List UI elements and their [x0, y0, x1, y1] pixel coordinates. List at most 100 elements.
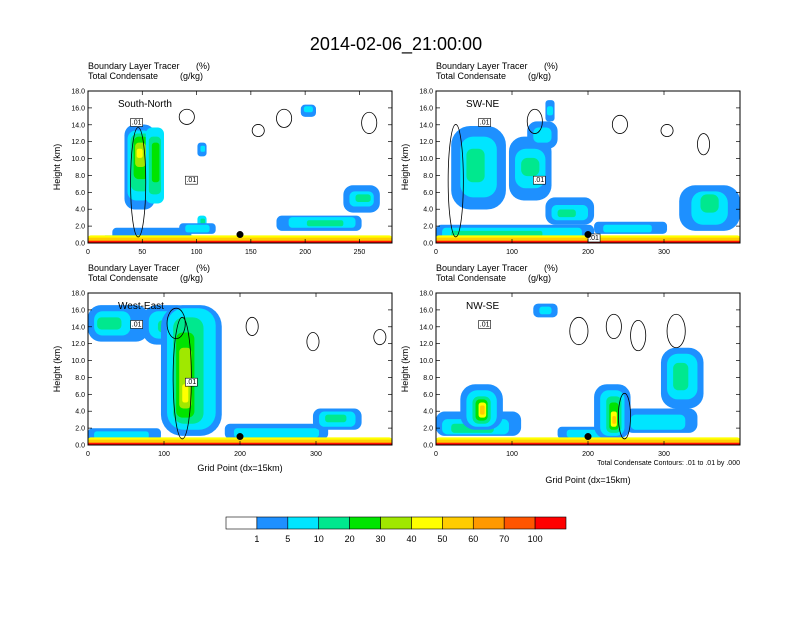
subtitle-tracer: Boundary Layer Tracer: [436, 61, 528, 71]
panel-sw-ne: Boundary Layer Tracer (%) Total Condensate…: [400, 61, 741, 256]
panel-south-north: Boundary Layer Tracer (%) Total Condensate…: [52, 61, 393, 256]
tracer-cell: [466, 148, 485, 183]
panels: Boundary Layer Tracer (%) Total Condensate…: [52, 61, 741, 485]
panel-west-east: Boundary Layer Tracer (%) Total Condensate…: [52, 263, 393, 473]
contour-label: .01: [186, 379, 196, 386]
colorbar-swatch: [318, 516, 350, 530]
cross-section-label: SW-NE: [466, 99, 499, 110]
contour-label: .01: [480, 321, 490, 328]
colorbar-swatch: [287, 516, 320, 530]
y-tick-label: 14.0: [419, 324, 433, 331]
colorbar-label: 20: [345, 534, 355, 544]
y-tick-label: 14.0: [419, 122, 433, 129]
colorbar-swatch: [225, 516, 258, 530]
y-tick-label: 16.0: [419, 307, 433, 314]
tracer-shading: .01 .01 .01: [436, 91, 740, 243]
tracer-cell: [151, 142, 160, 183]
subtitle-tracer-units: (%): [196, 61, 210, 71]
y-tick-label: 2.0: [423, 426, 433, 433]
y-tick-label: 4.0: [423, 409, 433, 416]
subtitle-tracer-units: (%): [544, 263, 558, 273]
y-tick-label: 6.0: [423, 190, 433, 197]
tracer-cell: [673, 362, 689, 391]
subtitle-condensate: Total Condensate: [88, 273, 158, 283]
contour-label-box: [185, 175, 198, 185]
y-tick-label: 6.0: [75, 392, 85, 399]
contour-info: Total Condensate Contours: .01 to .01 by…: [597, 460, 740, 467]
tracer-shading: .01: [436, 293, 740, 445]
tracer-cell: [233, 428, 320, 438]
colorbar-label: 40: [406, 534, 416, 544]
subtitle-tracer: Boundary Layer Tracer: [436, 263, 528, 273]
y-tick-label: 2.0: [75, 224, 85, 231]
tracer-shading: .01 .01: [88, 91, 392, 243]
tracer-cell: [136, 148, 143, 158]
subtitle-tracer: Boundary Layer Tracer: [88, 61, 180, 71]
condensate-contour: [178, 108, 195, 125]
x-tick-label: 0: [434, 249, 438, 256]
condensate-contour: [245, 316, 259, 336]
tracer-cell: [557, 209, 576, 218]
x-tick-label: 100: [158, 451, 170, 458]
y-tick-label: 8.0: [423, 375, 433, 382]
colorbar-label: 60: [468, 534, 478, 544]
y-tick-label: 12.0: [71, 341, 85, 348]
colorbar: 1 5 10 20 30 40 50 60 70 100: [225, 516, 567, 544]
x-tick-label: 0: [86, 451, 90, 458]
tracer-cell: [303, 106, 313, 113]
y-tick-label: 4.0: [75, 409, 85, 416]
colorbar-label: 10: [314, 534, 324, 544]
condensate-contour: [251, 124, 265, 138]
contour-label: .01: [132, 119, 142, 126]
colorbar-swatch: [503, 516, 536, 530]
y-axis-label: Height (km): [52, 346, 62, 393]
y-tick-label: 8.0: [75, 173, 85, 180]
tracer-cell: [182, 384, 189, 403]
condensate-contour: [660, 124, 674, 138]
colorbar-label: 5: [285, 534, 290, 544]
colorbar-swatch: [380, 516, 412, 530]
location-marker: [584, 231, 592, 239]
colorbar-swatch: [534, 516, 567, 530]
condensate-contour: [166, 307, 186, 339]
y-tick-label: 0.0: [75, 241, 85, 248]
condensate-contour: [276, 108, 293, 128]
y-tick-label: 14.0: [71, 324, 85, 331]
x-tick-label: 200: [582, 451, 594, 458]
y-tick-label: 10.0: [419, 358, 433, 365]
subtitle-tracer: Boundary Layer Tracer: [88, 263, 180, 273]
x-tick-label: 200: [234, 451, 246, 458]
tracer-cell: [539, 306, 552, 315]
y-tick-label: 10.0: [71, 156, 85, 163]
y-tick-label: 12.0: [419, 139, 433, 146]
colorbar-label: 1: [254, 534, 259, 544]
condensate-contour: [526, 108, 543, 134]
contour-label: .01: [589, 235, 599, 242]
subtitle-condensate-units: (g/kg): [180, 71, 203, 81]
colorbar-swatch: [256, 516, 289, 530]
subtitle-condensate-units: (g/kg): [180, 273, 203, 283]
tracer-cell: [325, 414, 347, 423]
colorbar-label: 70: [499, 534, 509, 544]
y-tick-label: 6.0: [423, 392, 433, 399]
subtitle-condensate: Total Condensate: [436, 71, 506, 81]
y-tick-label: 0.0: [423, 241, 433, 248]
tracer-cell: [533, 127, 552, 143]
y-tick-label: 8.0: [75, 375, 85, 382]
y-axis-label: Height (km): [400, 144, 410, 191]
y-tick-label: 16.0: [71, 307, 85, 314]
tracer-cell: [700, 194, 719, 213]
contour-label-box: [478, 118, 491, 127]
location-marker: [584, 433, 592, 441]
x-axis-label: Grid Point (dx=15km): [197, 463, 282, 473]
condensate-contour: [697, 133, 711, 156]
condensate-contour: [130, 127, 147, 238]
y-tick-label: 14.0: [71, 122, 85, 129]
y-tick-label: 0.0: [423, 443, 433, 450]
cross-section-label: NW-SE: [466, 301, 499, 312]
x-tick-label: 200: [582, 249, 594, 256]
condensate-contour: [306, 332, 320, 352]
colorbar-swatch: [349, 516, 381, 530]
subtitle-condensate-units: (g/kg): [528, 273, 551, 283]
y-tick-label: 8.0: [423, 173, 433, 180]
